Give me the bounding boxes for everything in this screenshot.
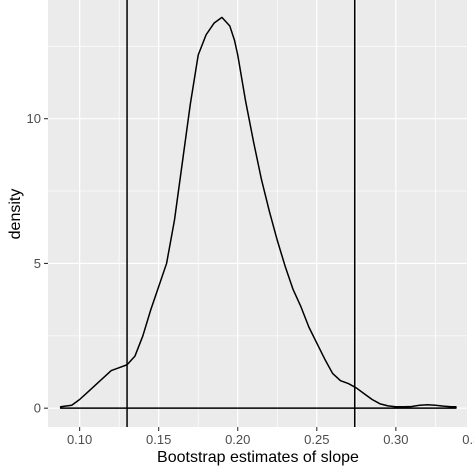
minor-gridlines (48, 0, 467, 427)
y-tick-label: 0 (34, 401, 41, 416)
y-tick-label: 5 (34, 256, 41, 271)
x-tick-label: 0.15 (146, 432, 171, 447)
y-tick-label: 10 (27, 111, 41, 126)
density-layer (59, 16, 457, 409)
y-axis-title: density (7, 189, 24, 240)
x-tick-label: 0.25 (304, 432, 329, 447)
vline-layer (126, 0, 356, 427)
x-axis-title: Bootstrap estimates of slope (157, 449, 359, 466)
y-axis: 0 5 10 (27, 111, 48, 416)
x-tick-label: 0.30 (383, 432, 408, 447)
x-axis: 0.10 0.15 0.20 0.25 0.30 0.35 (67, 427, 474, 447)
panel-background (48, 0, 467, 427)
x-tick-label: 0.20 (225, 432, 250, 447)
x-tick-label: 0.10 (67, 432, 92, 447)
density-curve (59, 16, 457, 409)
x-tick-label: 0.35 (462, 432, 474, 447)
